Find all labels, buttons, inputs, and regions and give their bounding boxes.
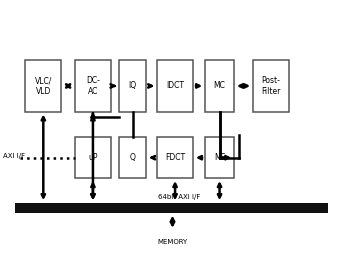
Bar [205,137,234,178]
Text: IDCT: IDCT [166,81,184,90]
Text: Post-
Filter: Post- Filter [261,76,280,96]
Text: ME: ME [214,153,225,162]
Text: FDCT: FDCT [165,153,185,162]
Bar [157,60,193,112]
Text: IQ: IQ [129,81,137,90]
Bar [205,60,234,112]
Text: uP: uP [88,153,98,162]
Text: MEMORY: MEMORY [157,239,188,245]
Text: VLC/
VLD: VLC/ VLD [34,76,52,96]
Bar [25,60,61,112]
Bar [75,137,111,178]
Bar [253,60,289,112]
Text: AXI I/F: AXI I/F [3,153,25,159]
Text: MC: MC [214,81,226,90]
Text: 64bit AXI I/F: 64bit AXI I/F [158,194,200,200]
Bar [119,60,146,112]
Text: DC-
AC: DC- AC [86,76,100,96]
Text: Q: Q [130,153,136,162]
Bar [15,203,328,213]
Bar [75,60,111,112]
Bar [119,137,146,178]
Bar [157,137,193,178]
